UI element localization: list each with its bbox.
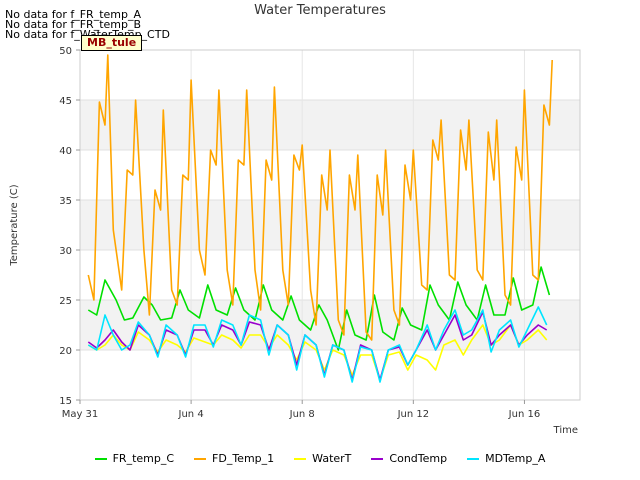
legend-swatch-mdtemp-a [467,457,480,460]
no-data-message-2: No data for f_FR_temp_B [5,18,142,31]
x-tick-label: Jun 8 [289,409,315,420]
chart-title: Water Temperatures [254,3,386,18]
y-axis-label: Temperature (C) [9,184,20,266]
x-tick-label: Jun 16 [508,409,541,420]
legend-item-fr-temp-c: FR_temp_C [94,452,175,465]
legend-swatch-fr-temp-c [94,457,107,460]
legend-swatch-fd-temp-1 [194,457,207,460]
x-tick-label: Jun 12 [397,409,430,420]
y-tick-label: 40 [59,146,72,157]
no-data-message-1: No data for f_FR_temp_A [5,8,141,21]
background-band [80,100,580,150]
series-lines [87,54,553,383]
x-tick-label: Jun 4 [178,409,204,420]
legend-label-condtemp: CondTemp [389,452,448,465]
legend-label-mdtemp-a: MDTemp_A [485,452,546,465]
y-tick-label: 20 [59,346,72,357]
background-band [80,200,580,250]
chart-legend: FR_temp_C FD_Temp_1 WaterT CondTemp MDTe… [0,452,640,465]
y-tick-label: 35 [59,196,72,207]
legend-item-watert: WaterT [294,452,351,465]
y-tick-label: 50 [59,46,72,57]
legend-item-condtemp: CondTemp [371,452,447,465]
legend-label-fd-temp-1: FD_Temp_1 [212,452,275,465]
legend-swatch-condtemp [371,457,384,460]
legend-label-watert: WaterT [312,452,352,465]
legend-label-fr-temp-c: FR_temp_C [112,452,175,465]
site-label-badge: MB_tule [81,35,143,51]
x-axis-label: Time [553,425,578,436]
y-tick-label: 30 [59,246,72,257]
series-line-mdtemp-a [87,306,548,383]
y-axis-ticks: 15 20 25 30 35 40 45 50 [59,46,80,407]
legend-item-fd-temp-1: FD_Temp_1 [194,452,274,465]
y-tick-label: 15 [59,396,72,407]
y-tick-label: 25 [59,296,72,307]
series-line-fr-temp-c [87,266,551,351]
y-tick-label: 45 [59,96,72,107]
x-tick-label: May 31 [62,409,99,420]
x-axis-ticks: May 31 Jun 4 Jun 8 Jun 12 Jun 16 [62,400,540,420]
plot-frame [79,49,581,401]
legend-item-mdtemp-a: MDTemp_A [467,452,545,465]
series-line-fd-temp-1 [87,54,553,341]
legend-swatch-watert [294,457,307,460]
